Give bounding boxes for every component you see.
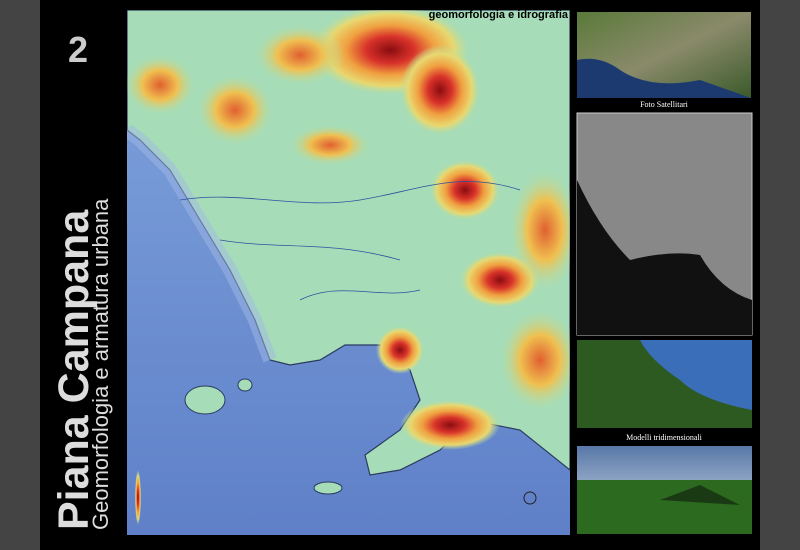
island xyxy=(237,378,253,392)
panel-title: Piana Campana xyxy=(50,209,98,530)
satellite-sea xyxy=(577,58,751,98)
3d-view-mountain xyxy=(660,485,740,505)
relief xyxy=(290,125,370,165)
map: geomorfologia e idrografia xyxy=(127,9,570,535)
relief xyxy=(500,310,570,410)
grayscale-sea xyxy=(577,180,752,335)
relief xyxy=(255,25,345,85)
island xyxy=(184,385,226,415)
relief xyxy=(400,400,500,450)
relief xyxy=(510,170,570,290)
panel-number: 2 xyxy=(68,29,88,70)
3d-model-sea xyxy=(640,340,752,410)
shelf xyxy=(127,124,277,363)
panel-subtitle: Geomorfologia e armatura urbana xyxy=(88,198,113,530)
island xyxy=(313,481,343,495)
vesuvio xyxy=(376,326,424,374)
caption: Modelli tridimensionali xyxy=(626,433,703,442)
map-title: geomorfologia e idrografia xyxy=(429,9,569,21)
3d-view-land xyxy=(577,480,752,534)
relief xyxy=(127,55,195,115)
relief xyxy=(400,45,480,135)
rivers xyxy=(179,181,521,301)
relief xyxy=(430,160,500,220)
north-arrow xyxy=(523,491,537,505)
relief xyxy=(197,75,273,145)
caption: Foto Satellitari xyxy=(640,100,689,109)
legend-scale xyxy=(135,470,141,525)
